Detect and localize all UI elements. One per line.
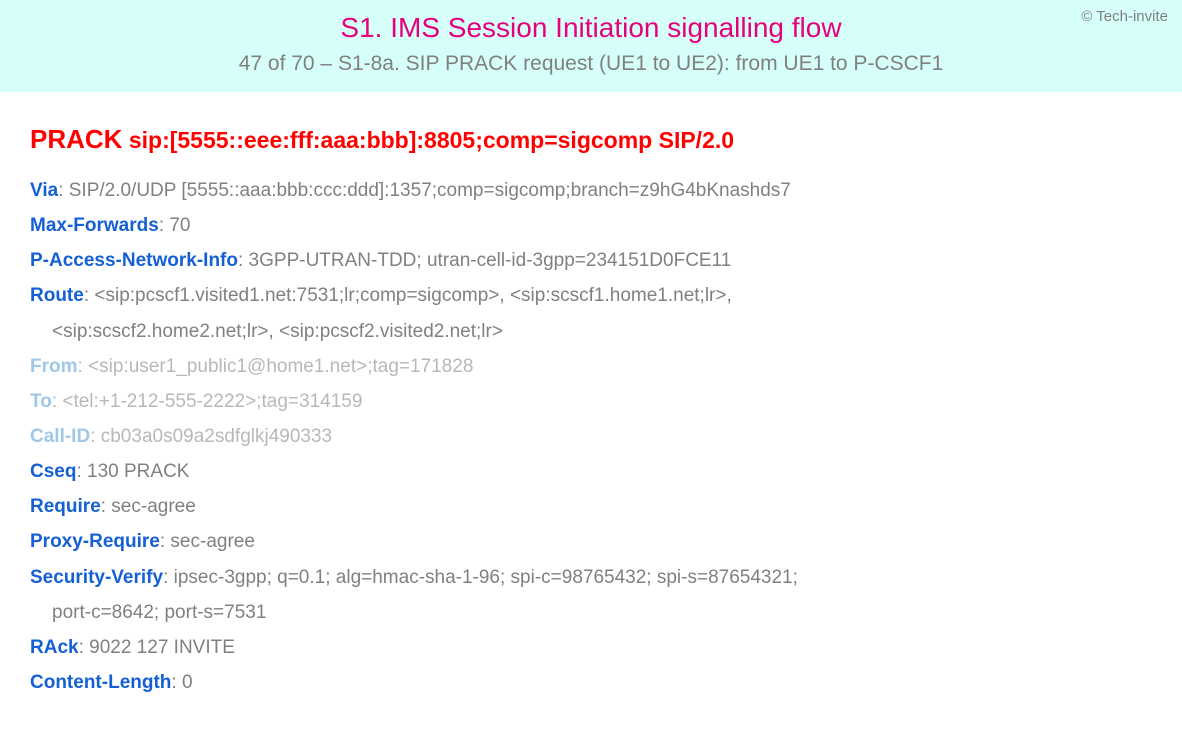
sip-header-name: Proxy-Require [30, 531, 160, 552]
sip-header-name: Security-Verify [30, 567, 163, 588]
sip-header-line: Max-Forwards: 70 [30, 208, 1152, 243]
sip-header-value: : SIP/2.0/UDP [5555::aaa:bbb:ccc:ddd]:13… [58, 180, 791, 201]
sip-request-uri: sip:[5555::eee:fff:aaa:bbb]:8805;comp=si… [129, 127, 734, 153]
sip-header-name: Via [30, 180, 58, 201]
sip-header-line: Cseq: 130 PRACK [30, 454, 1152, 489]
sip-header-value: : sec-agree [160, 531, 255, 552]
sip-header-line: RAck: 9022 127 INVITE [30, 630, 1152, 665]
sip-header-line: Content-Length: 0 [30, 665, 1152, 700]
sip-header-value: : <tel:+1-212-555-2222>;tag=314159 [52, 391, 363, 412]
sip-header-name: To [30, 391, 52, 412]
sip-header-value: <sip:scscf2.home2.net;lr>, <sip:pcscf2.v… [52, 321, 503, 342]
sip-header-line: Proxy-Require: sec-agree [30, 524, 1152, 559]
sip-header-name: Require [30, 496, 101, 517]
sip-header-name: Max-Forwards [30, 215, 159, 236]
sip-header-name: Content-Length [30, 672, 171, 693]
sip-header-value: : sec-agree [101, 496, 196, 517]
sip-header-name: Route [30, 285, 84, 306]
sip-header-name: RAck [30, 637, 79, 658]
sip-header-value: : 70 [159, 215, 191, 236]
header-banner: © Tech-invite S1. IMS Session Initiation… [0, 0, 1182, 92]
sip-header-value: : <sip:pcscf1.visited1.net:7531;lr;comp=… [84, 285, 732, 306]
sip-header-line: Route: <sip:pcscf1.visited1.net:7531;lr;… [30, 278, 1152, 313]
sip-header-line: Via: SIP/2.0/UDP [5555::aaa:bbb:ccc:ddd]… [30, 173, 1152, 208]
sip-header-line: Require: sec-agree [30, 489, 1152, 524]
sip-header-value: : 0 [171, 672, 192, 693]
sip-header-line: To: <tel:+1-212-555-2222>;tag=314159 [30, 384, 1152, 419]
sip-header-name: P-Access-Network-Info [30, 250, 238, 271]
sip-header-value: : 130 PRACK [76, 461, 189, 482]
sip-message-content: PRACK sip:[5555::eee:fff:aaa:bbb]:8805;c… [0, 92, 1182, 720]
sip-headers-list: Via: SIP/2.0/UDP [5555::aaa:bbb:ccc:ddd]… [30, 173, 1152, 700]
sip-header-line: P-Access-Network-Info: 3GPP-UTRAN-TDD; u… [30, 243, 1152, 278]
sip-header-name: Call-ID [30, 426, 90, 447]
sip-header-value: port-c=8642; port-s=7531 [52, 602, 266, 623]
copyright-text: © Tech-invite [1081, 8, 1168, 25]
sip-header-name: Cseq [30, 461, 76, 482]
sip-header-line: <sip:scscf2.home2.net;lr>, <sip:pcscf2.v… [30, 314, 1152, 349]
sip-header-name: From [30, 356, 78, 377]
sip-header-value: : <sip:user1_public1@home1.net>;tag=1718… [78, 356, 474, 377]
page-title: S1. IMS Session Initiation signalling fl… [20, 12, 1162, 44]
page-subtitle: 47 of 70 – S1-8a. SIP PRACK request (UE1… [20, 52, 1162, 76]
sip-header-line: port-c=8642; port-s=7531 [30, 595, 1152, 630]
sip-request-line: PRACK sip:[5555::eee:fff:aaa:bbb]:8805;c… [30, 124, 1152, 155]
sip-header-line: Call-ID: cb03a0s09a2sdfglkj490333 [30, 419, 1152, 454]
sip-header-value: : cb03a0s09a2sdfglkj490333 [90, 426, 332, 447]
sip-header-line: Security-Verify: ipsec-3gpp; q=0.1; alg=… [30, 560, 1152, 595]
sip-header-value: : 3GPP-UTRAN-TDD; utran-cell-id-3gpp=234… [238, 250, 731, 271]
sip-header-line: From: <sip:user1_public1@home1.net>;tag=… [30, 349, 1152, 384]
sip-method: PRACK [30, 124, 122, 154]
sip-header-value: : ipsec-3gpp; q=0.1; alg=hmac-sha-1-96; … [163, 567, 798, 588]
sip-header-value: : 9022 127 INVITE [79, 637, 235, 658]
